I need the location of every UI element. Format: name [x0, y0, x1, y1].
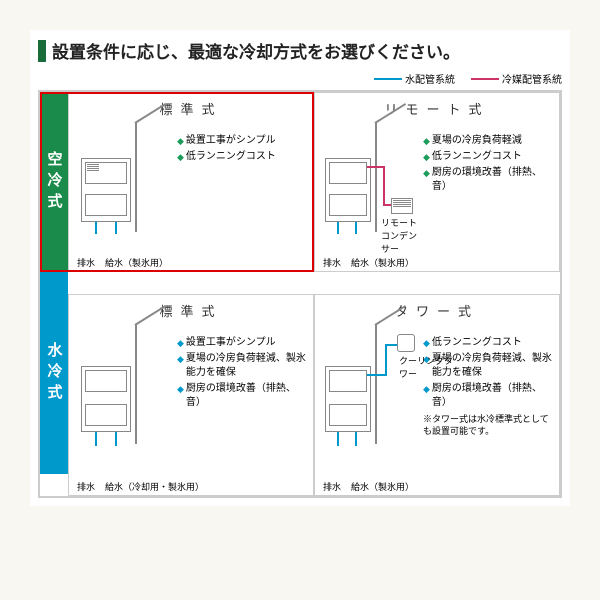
bullet-text: 厨房の環境改善（排熱、音）	[432, 166, 553, 194]
bullet-text: 低ランニングコスト	[432, 150, 522, 164]
bullet-text: 厨房の環境改善（排熱、音）	[186, 382, 307, 410]
diagram-water-tower: クーリングタワー	[321, 324, 419, 444]
bullets: ◆夏場の冷房負荷軽減 ◆低ランニングコスト ◆厨房の環境改善（排熱、音）	[423, 122, 553, 196]
legend-water-label: 水配管系統	[405, 71, 455, 86]
legend-water-line	[374, 78, 402, 80]
condenser-label: リモートコンデンサー	[381, 216, 419, 255]
bullet-text: 低ランニングコスト	[432, 336, 522, 350]
diagram-air-remote: リモートコンデンサー	[321, 122, 419, 242]
header: 設置条件に応じ、最適な冷却方式をお選びください。	[38, 38, 562, 63]
row-label-air: 空冷式	[40, 92, 68, 272]
cell-title: 標準式	[75, 97, 307, 122]
bottom-labels: 排水 給水（製氷用）	[323, 256, 414, 269]
cell-air-remote: リモート式 リモートコン	[314, 92, 560, 272]
bottom-labels: 排水 給水（製氷用）	[323, 480, 414, 493]
cell-title: リモート式	[321, 97, 553, 122]
cell-title: タワー式	[321, 299, 553, 324]
cell-air-standard: 標準式 ◆設置工事がシンプル ◆低ランニングコスト	[68, 92, 314, 272]
cell-water-tower: タワー式 クーリングタワー	[314, 294, 560, 496]
bottom-labels: 排水 給水（製氷用）	[77, 256, 168, 269]
bottom-labels: 排水 給水（冷却用・製氷用）	[77, 480, 204, 493]
tower-label: クーリングタワー	[399, 354, 459, 380]
bullet-text: 夏場の冷房負荷軽減	[432, 134, 522, 148]
header-bar-icon	[38, 40, 46, 62]
bullets: ◆設置工事がシンプル ◆夏場の冷房負荷軽減、製氷能力を確保 ◆厨房の環境改善（排…	[177, 324, 307, 412]
container: 設置条件に応じ、最適な冷却方式をお選びください。 水配管系統 冷媒配管系統 空冷…	[30, 30, 570, 506]
legend-refrigerant-line	[471, 78, 499, 80]
diagram-water-standard	[75, 324, 173, 444]
row-label-water: 水冷式	[40, 272, 68, 474]
bullet-text: 厨房の環境改善（排熱、音）	[432, 382, 553, 410]
diagram-air-standard	[75, 122, 173, 242]
note: ※タワー式は水冷標準式としても設置可能です。	[423, 414, 553, 437]
cells: 標準式 ◆設置工事がシンプル ◆低ランニングコスト	[68, 92, 560, 496]
legend-refrigerant: 冷媒配管系統	[471, 71, 562, 86]
grid: 空冷式 水冷式 標準式	[38, 90, 562, 498]
bullet-text: 夏場の冷房負荷軽減、製氷能力を確保	[186, 352, 307, 380]
header-title: 設置条件に応じ、最適な冷却方式をお選びください。	[52, 38, 460, 63]
bullets: ◆設置工事がシンプル ◆低ランニングコスト	[177, 122, 307, 166]
legend-water: 水配管系統	[374, 71, 455, 86]
cell-title: 標準式	[75, 299, 307, 324]
legend-refrigerant-label: 冷媒配管系統	[502, 71, 562, 86]
row-labels: 空冷式 水冷式	[40, 92, 68, 496]
bullet-text: 設置工事がシンプル	[186, 336, 276, 350]
legend: 水配管系統 冷媒配管系統	[38, 71, 562, 86]
cell-water-standard: 標準式 ◆設置工事がシンプル ◆夏場の冷房負荷軽減、製氷能力を確保	[68, 294, 314, 496]
bullet-text: 設置工事がシンプル	[186, 134, 276, 148]
bullets: ◆低ランニングコスト ◆夏場の冷房負荷軽減、製氷能力を確保 ◆厨房の環境改善（排…	[423, 324, 553, 437]
bullet-text: 低ランニングコスト	[186, 150, 276, 164]
